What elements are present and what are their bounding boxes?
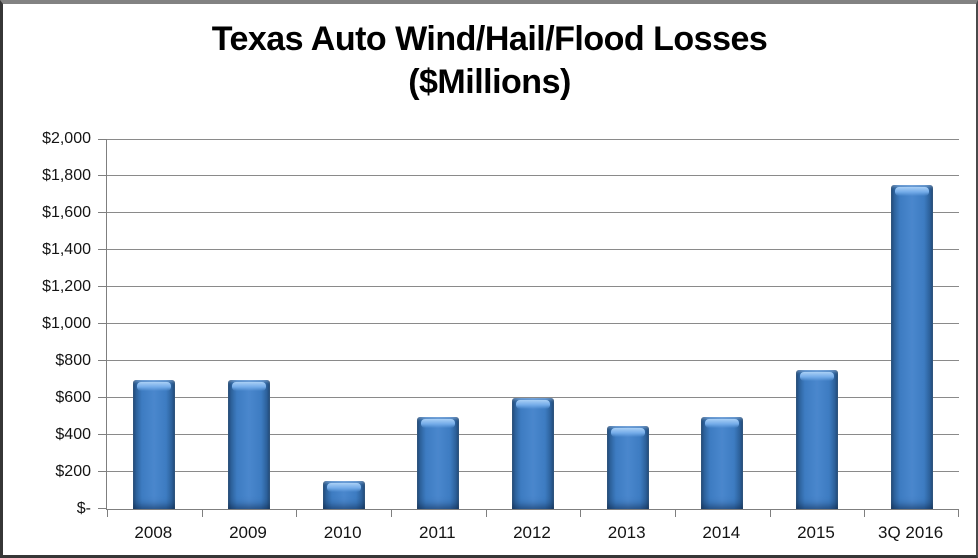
y-axis-tick [98,360,107,361]
x-axis-tick [296,510,298,517]
gridline-$1,800 [107,175,959,176]
y-axis-label: $600 [55,389,91,406]
x-axis-label-2009: 2009 [229,523,267,542]
bar-2015 [796,370,838,509]
x-axis-tick [864,510,866,517]
bar-2014 [701,416,744,509]
bar-2011 [417,416,460,509]
y-axis-tick [98,397,107,398]
x-axis-label-2014: 2014 [702,523,741,542]
gridline-$1,000 [107,323,959,324]
x-axis-label-3q-2016: 3Q 2016 [878,523,944,542]
y-axis-label: $- [76,500,91,517]
x-axis-tick [485,510,487,517]
x-axis-tick [580,510,582,517]
x-axis-tick [675,510,676,517]
y-axis-label: $1,200 [42,278,91,295]
y-axis-tick [98,471,107,472]
gridline-$1,400 [107,249,959,250]
x-axis-label-2013: 2013 [607,523,646,542]
x-axis-tick [769,510,771,517]
x-axis-label-2008: 2008 [134,523,173,542]
y-axis-tick [98,139,107,140]
y-axis-label: $200 [55,463,91,480]
y-axis-label: $1,600 [42,204,91,221]
chart-title: Texas Auto Wind/Hail/Flood Losses ($Mill… [3,18,976,104]
y-axis-label: $800 [55,352,91,369]
chart-title-line1: Texas Auto Wind/Hail/Flood Losses [211,20,768,58]
x-axis-label-2010: 2010 [323,523,362,542]
bar-2013 [606,425,649,509]
bar-2012 [512,398,554,509]
bar-3q-2016 [890,185,933,509]
x-axis-label-2011: 2011 [419,523,456,542]
x-axis-tick [391,510,392,517]
y-axis-label: $2,000 [42,130,91,147]
y-axis-tick [98,434,107,435]
y-axis-label: $1,400 [42,241,91,258]
gridline-$600 [107,397,959,398]
y-axis-tick [98,508,107,509]
y-axis-tick [98,323,107,324]
bar-2010 [322,481,365,509]
x-axis-label-2015: 2015 [797,523,835,542]
y-axis-tick [98,212,107,213]
y-axis-tick [98,175,107,176]
x-axis-tick [107,510,108,517]
chart-title-line2: ($Millions) [408,63,571,101]
x-axis-tick [958,510,959,517]
y-axis-tick [98,286,107,287]
plot-area [98,139,959,517]
gridline-$1,600 [107,212,959,213]
x-axis-label-2012: 2012 [513,523,551,542]
bar-2009 [228,379,270,509]
y-axis-label: $1,000 [42,315,91,332]
y-axis-label: $1,800 [42,167,91,184]
y-axis-label: $400 [55,426,91,443]
gridline-$2,000 [107,139,959,140]
gridline-$1,200 [107,286,959,287]
x-axis-tick [201,510,203,517]
bar-2008 [133,379,176,509]
gridline-$800 [107,360,959,361]
y-axis-tick [98,249,107,250]
